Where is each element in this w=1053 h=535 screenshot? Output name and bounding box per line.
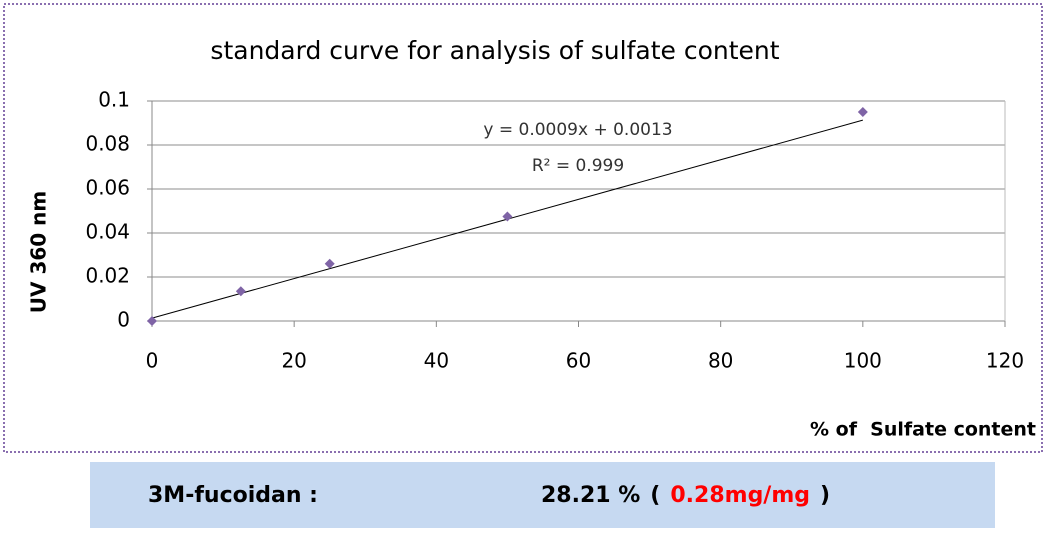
- data-point: [857, 107, 868, 117]
- chart-title: standard curve for analysis of sulfate c…: [210, 36, 779, 65]
- chart-frame: [3, 3, 1043, 453]
- annotation: y = 0.0009x + 0.0013: [483, 120, 672, 140]
- result-label: 3M-fucoidan :: [148, 483, 318, 508]
- result-paren: (: [650, 483, 660, 508]
- x-tick-label: 20: [281, 349, 306, 373]
- y-tick-label: 0.02: [85, 264, 130, 288]
- x-axis-label: % of Sulfate content: [810, 419, 1036, 441]
- data-point: [147, 316, 157, 326]
- x-tick-label: 0: [146, 349, 159, 373]
- y-tick-label: 0.06: [85, 176, 130, 200]
- y-tick-label: 0: [117, 308, 130, 332]
- data-point: [324, 258, 335, 269]
- data-point: [235, 286, 246, 297]
- result-value: 28.21 %: [541, 483, 640, 508]
- y-axis-label: UV 360 nm: [27, 191, 51, 313]
- result-detail: 0.28mg/mg: [670, 483, 810, 508]
- x-tick-label: 80: [708, 349, 733, 373]
- x-tick-label: 40: [424, 349, 449, 373]
- result-paren: ): [820, 483, 830, 508]
- result-text: 28.21 % (0.28mg/mg): [541, 483, 830, 508]
- y-tick-label: 0.08: [85, 132, 130, 156]
- annotation: R² = 0.999: [532, 156, 624, 176]
- result-box: [90, 462, 995, 528]
- x-tick-label: 60: [566, 349, 591, 373]
- y-tick-label: 0.04: [85, 220, 130, 244]
- y-tick-label: 0.1: [98, 88, 130, 112]
- x-tick-label: 120: [986, 349, 1024, 373]
- x-tick-label: 100: [844, 349, 882, 373]
- data-point: [502, 211, 513, 222]
